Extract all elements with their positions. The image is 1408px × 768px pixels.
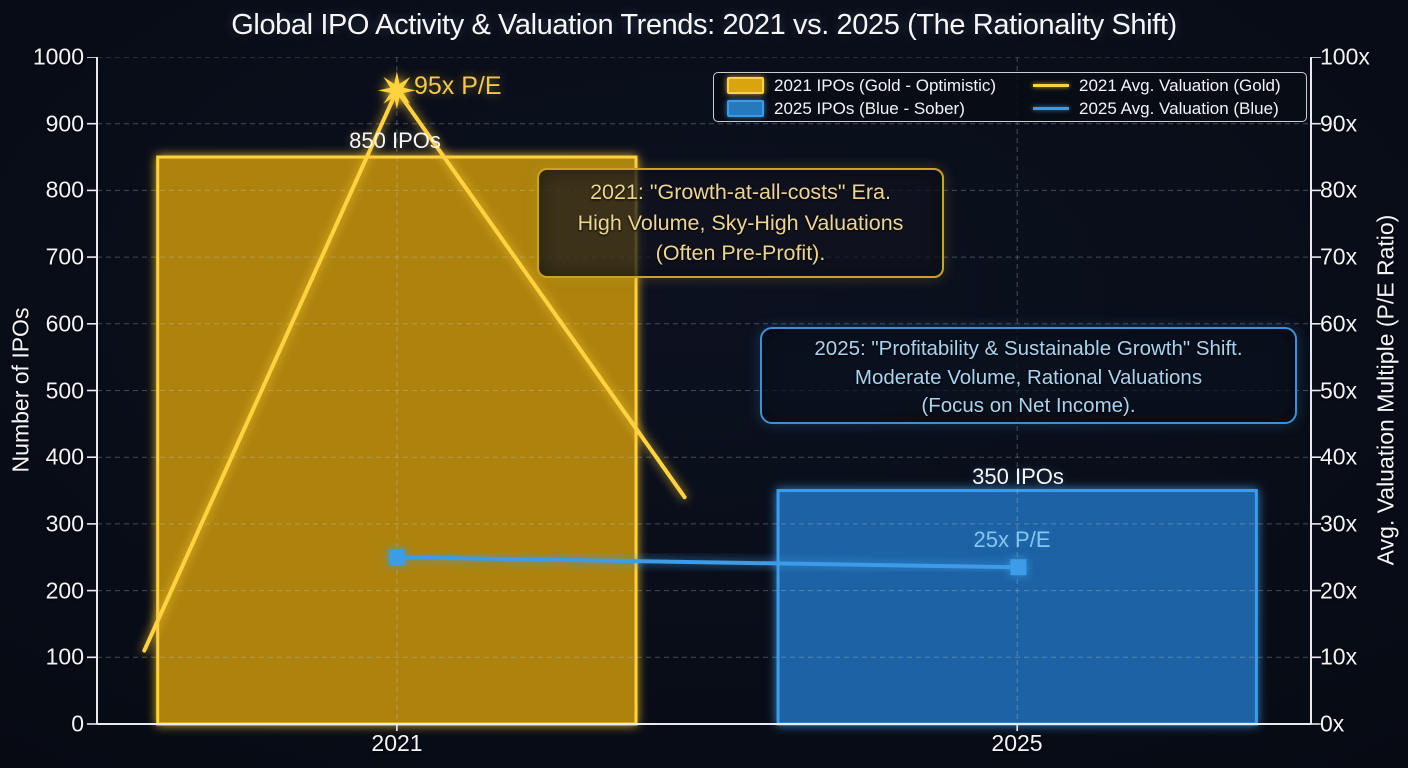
legend-label-2025-ipos: 2025 IPOs (Blue - Sober) <box>774 98 965 118</box>
left-tick-label: 500 <box>45 377 84 403</box>
legend-label-2021-ipos: 2021 IPOs (Gold - Optimistic) <box>774 75 997 95</box>
annotation-box-2025: 2025: "Profitability & Sustainable Growt… <box>760 327 1297 424</box>
gold-line-swatch-icon <box>1033 84 1069 87</box>
right-tick-label: 50x <box>1320 377 1358 403</box>
left-tick-label: 700 <box>45 243 84 270</box>
blue-line-swatch-icon <box>1033 107 1069 110</box>
annotation-2025-line3: (Focus on Net Income). <box>921 394 1136 418</box>
legend-label-2025-valuation: 2025 Avg. Valuation (Blue) <box>1079 98 1279 118</box>
right-tick-label: 40x <box>1320 443 1358 470</box>
left-tick-label: 0 <box>71 710 84 737</box>
annotation-2021-line2: High Volume, Sky-High Valuations <box>577 210 904 235</box>
legend-item-2021-valuation: 2021 Avg. Valuation (Gold) <box>1020 76 1306 96</box>
right-tick-label: 80x <box>1320 176 1358 203</box>
chart-title: Global IPO Activity & Valuation Trends: … <box>231 9 1177 41</box>
left-tick-label: 100 <box>45 643 84 670</box>
right-tick-label: 70x <box>1320 243 1358 270</box>
left-tick-label: 400 <box>45 443 84 470</box>
bar-2025 <box>776 489 1258 726</box>
x-tick-label-2021: 2021 <box>371 730 423 756</box>
legend-item-2025-ipos: 2025 IPOs (Blue - Sober) <box>714 99 1020 119</box>
x-tick-label-2025: 2025 <box>991 730 1043 756</box>
legend-item-2025-valuation: 2025 Avg. Valuation (Blue) <box>1020 99 1306 119</box>
star-marker <box>377 71 416 110</box>
right-axis-title: Avg. Valuation Multiple (P/E Ratio) <box>1372 214 1399 566</box>
left-tick-label: 900 <box>45 110 84 137</box>
annotation-2025-line2: Moderate Volume, Rational Valuations <box>854 365 1203 389</box>
annotation-2021-line3: (Often Pre-Profit). <box>655 241 826 266</box>
blue-line-value-label: 25x P/E <box>973 527 1051 552</box>
left-tick-label: 600 <box>45 310 84 337</box>
right-tick-label: 20x <box>1320 577 1358 604</box>
right-tick-label: 100x <box>1320 43 1370 70</box>
blue-bar-value-label: 350 IPOs <box>972 464 1064 489</box>
right-axis-tick-labels: 0x 10x 20x 30x 40x 50x 60x 70x 80x 90x 100x <box>1320 0 1406 768</box>
right-tick-label: 90x <box>1320 110 1358 137</box>
right-tick-label: 30x <box>1320 510 1358 537</box>
left-axis-title: Number of IPOs <box>7 307 34 473</box>
legend-item-2021-ipos: 2021 IPOs (Gold - Optimistic) <box>714 76 1020 96</box>
blue-bar-swatch-icon <box>727 100 764 117</box>
left-tick-label: 1000 <box>32 43 84 70</box>
gold-bar-swatch-icon <box>727 77 764 94</box>
annotation-2025-line1: 2025: "Profitability & Sustainable Growt… <box>814 337 1243 360</box>
left-tick-label: 300 <box>45 510 84 537</box>
annotation-box-2021: 2021: "Growth-at-all-costs" Era. High Vo… <box>537 168 944 278</box>
square-marker <box>1010 559 1027 576</box>
valuation-line-blue <box>394 555 1021 570</box>
gold-peak-value-label: 95x P/E <box>414 72 502 100</box>
legend: 2021 IPOs (Gold - Optimistic) 2021 Avg. … <box>713 72 1307 122</box>
right-tick-label: 10x <box>1320 643 1358 670</box>
right-tick-label: 60x <box>1320 310 1358 337</box>
gold-bar-value-label: 850 IPOs <box>349 128 441 153</box>
square-marker <box>388 549 405 566</box>
left-tick-label: 200 <box>45 577 84 604</box>
left-axis-tick-labels: 0 100 200 300 400 500 600 700 800 900 1000 <box>0 0 84 768</box>
legend-label-2021-valuation: 2021 Avg. Valuation (Gold) <box>1079 75 1281 95</box>
left-tick-label: 800 <box>45 176 84 203</box>
annotation-2021-line1: 2021: "Growth-at-all-costs" Era. <box>590 180 891 204</box>
right-tick-label: 0x <box>1320 710 1345 737</box>
